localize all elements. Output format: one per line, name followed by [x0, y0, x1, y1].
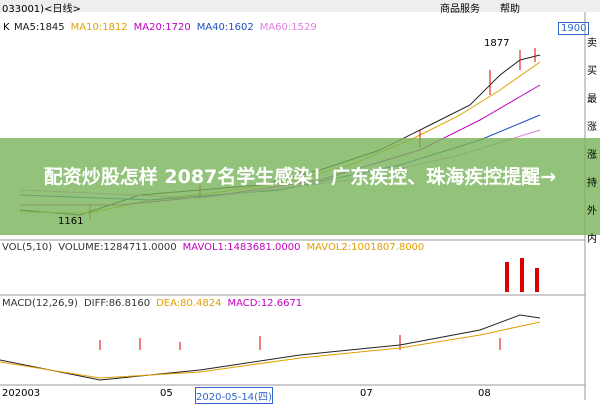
code: 033001)<日线> [2, 4, 81, 15]
banner[interactable]: 配资炒股怎样 2087名学生感染！广东疾控、珠海疾控提醒→ [43, 166, 557, 188]
macd-row: MACD(12,26,9) DIFF:86.8160 DEA:80.4824 MACD… [2, 298, 308, 309]
x-label: 202003 [2, 388, 41, 399]
volume-label: MAVOL1:1483681.0000 [182, 242, 301, 253]
volume-label: MAVOL2:1001807.8000 [306, 242, 425, 253]
volume-row: VOL(5,10) VOLUME:1284711.0000 MAVOL1:14836… [2, 242, 430, 253]
side-label: 内 [587, 234, 597, 245]
macd-label: DEA:80.4824 [156, 298, 222, 309]
side-label: 涨 [587, 150, 597, 161]
side-label: 持 [587, 178, 597, 189]
ma-label: MA20:1720 [133, 22, 191, 33]
ma-label: MA60:1529 [259, 22, 317, 33]
high-label: 1877 [484, 38, 510, 49]
macd-label: MACD(12,26,9) [2, 298, 78, 309]
x-label: 2020-05-14(四) [195, 387, 273, 404]
side-label: 买 [587, 66, 597, 77]
side-label: 外 [587, 206, 597, 217]
price-box: 1900 [558, 22, 590, 35]
menu-item[interactable]: 商品服务 [440, 4, 480, 15]
menu-item[interactable]: 帮助 [500, 4, 520, 15]
ma-label: MA10:1812 [70, 22, 128, 33]
x-label: 07 [360, 388, 373, 399]
ma-label: MA5:1845 [14, 22, 65, 33]
side-panel: 卖买最涨涨持外内 [587, 30, 600, 254]
macd-label: DIFF:86.8160 [83, 298, 151, 309]
side-label: 最 [587, 94, 597, 105]
ma-label: MA40:1602 [196, 22, 254, 33]
volume-label: VOLUME:1284711.0000 [58, 242, 177, 253]
ma-row: MA5:1845 MA10:1812 MA20:1720 MA40:1602 MA60:… [14, 22, 323, 33]
k-label: K [3, 22, 10, 33]
side-label: 涨 [587, 122, 597, 133]
low-label: 1161 [58, 216, 84, 227]
side-label: 卖 [587, 38, 597, 49]
macd-label: MACD:12.6671 [227, 298, 303, 309]
x-label: 05 [160, 388, 173, 399]
x-label: 08 [478, 388, 491, 399]
volume-label: VOL(5,10) [2, 242, 53, 253]
